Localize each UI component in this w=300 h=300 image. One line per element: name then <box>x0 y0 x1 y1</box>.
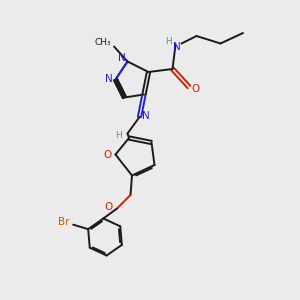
Text: O: O <box>104 202 113 212</box>
Text: O: O <box>104 149 112 160</box>
Text: H: H <box>115 131 122 140</box>
Text: CH₃: CH₃ <box>94 38 111 47</box>
Text: N: N <box>173 41 181 52</box>
Text: O: O <box>191 84 200 94</box>
Text: N: N <box>118 53 126 63</box>
Text: N: N <box>142 110 150 121</box>
Text: H: H <box>165 38 171 46</box>
Text: N: N <box>105 74 113 85</box>
Text: Br: Br <box>58 217 69 227</box>
